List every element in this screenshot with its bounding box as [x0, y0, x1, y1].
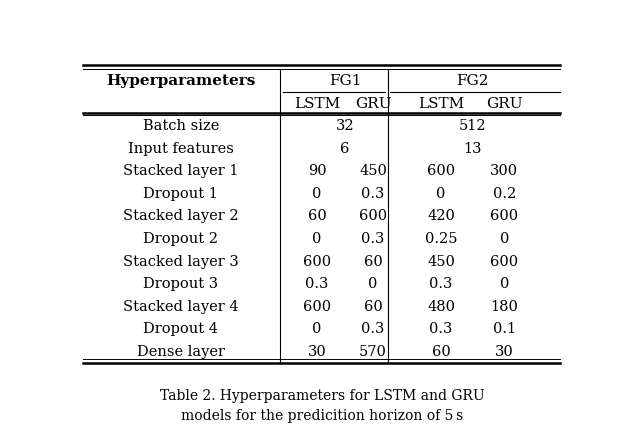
- Text: 300: 300: [490, 164, 519, 178]
- Text: 0: 0: [436, 187, 446, 201]
- Text: 0.25: 0.25: [425, 232, 457, 246]
- Text: 0.3: 0.3: [430, 322, 453, 336]
- Text: 0.2: 0.2: [493, 187, 516, 201]
- Text: 60: 60: [308, 209, 327, 224]
- Text: 512: 512: [459, 120, 487, 133]
- Text: 90: 90: [308, 164, 327, 178]
- Text: 0.3: 0.3: [430, 277, 453, 291]
- Text: Dropout 3: Dropout 3: [143, 277, 219, 291]
- Text: 0.3: 0.3: [361, 232, 384, 246]
- Text: 30: 30: [495, 344, 514, 359]
- Text: 13: 13: [463, 142, 482, 156]
- Text: Dense layer: Dense layer: [137, 344, 225, 359]
- Text: Dropout 2: Dropout 2: [143, 232, 218, 246]
- Text: Stacked layer 3: Stacked layer 3: [123, 255, 239, 268]
- Text: 30: 30: [308, 344, 327, 359]
- Text: Batch size: Batch size: [143, 120, 219, 133]
- Text: 600: 600: [490, 209, 519, 224]
- Text: 450: 450: [427, 255, 455, 268]
- Text: 0.3: 0.3: [361, 187, 384, 201]
- Text: 60: 60: [431, 344, 450, 359]
- Text: Stacked layer 2: Stacked layer 2: [123, 209, 239, 224]
- Text: 60: 60: [364, 255, 382, 268]
- Text: 0.1: 0.1: [493, 322, 516, 336]
- Text: 0: 0: [500, 232, 509, 246]
- Text: LSTM: LSTM: [294, 97, 340, 111]
- Text: 600: 600: [303, 255, 331, 268]
- Text: Hyperparameters: Hyperparameters: [106, 74, 256, 89]
- Text: Dropout 1: Dropout 1: [143, 187, 218, 201]
- Text: 0: 0: [312, 322, 322, 336]
- Text: 600: 600: [303, 300, 331, 313]
- Text: FG2: FG2: [457, 74, 489, 89]
- Text: Dropout 4: Dropout 4: [143, 322, 218, 336]
- Text: 570: 570: [359, 344, 387, 359]
- Text: Input features: Input features: [127, 142, 234, 156]
- Text: Stacked layer 1: Stacked layer 1: [123, 164, 239, 178]
- Text: 60: 60: [364, 300, 382, 313]
- Text: 0: 0: [368, 277, 377, 291]
- Text: 0: 0: [312, 232, 322, 246]
- Text: FG1: FG1: [328, 74, 361, 89]
- Text: 0.3: 0.3: [305, 277, 328, 291]
- Text: 180: 180: [490, 300, 518, 313]
- Text: Stacked layer 4: Stacked layer 4: [123, 300, 239, 313]
- Text: 600: 600: [490, 255, 519, 268]
- Text: 6: 6: [340, 142, 350, 156]
- Text: 600: 600: [359, 209, 387, 224]
- Text: 0.3: 0.3: [361, 322, 384, 336]
- Text: LSTM: LSTM: [418, 97, 464, 111]
- Text: GRU: GRU: [486, 97, 522, 111]
- Text: 600: 600: [427, 164, 455, 178]
- Text: Table 2. Hyperparameters for LSTM and GRU
models for the predicition horizon of : Table 2. Hyperparameters for LSTM and GR…: [160, 389, 484, 423]
- Text: 480: 480: [427, 300, 455, 313]
- Text: 420: 420: [427, 209, 455, 224]
- Text: GRU: GRU: [355, 97, 391, 111]
- Text: 450: 450: [359, 164, 387, 178]
- Text: 32: 32: [335, 120, 354, 133]
- Text: 0: 0: [312, 187, 322, 201]
- Text: 0: 0: [500, 277, 509, 291]
